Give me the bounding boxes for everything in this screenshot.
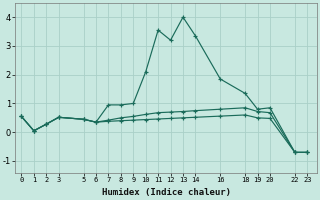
X-axis label: Humidex (Indice chaleur): Humidex (Indice chaleur) [102,188,231,197]
